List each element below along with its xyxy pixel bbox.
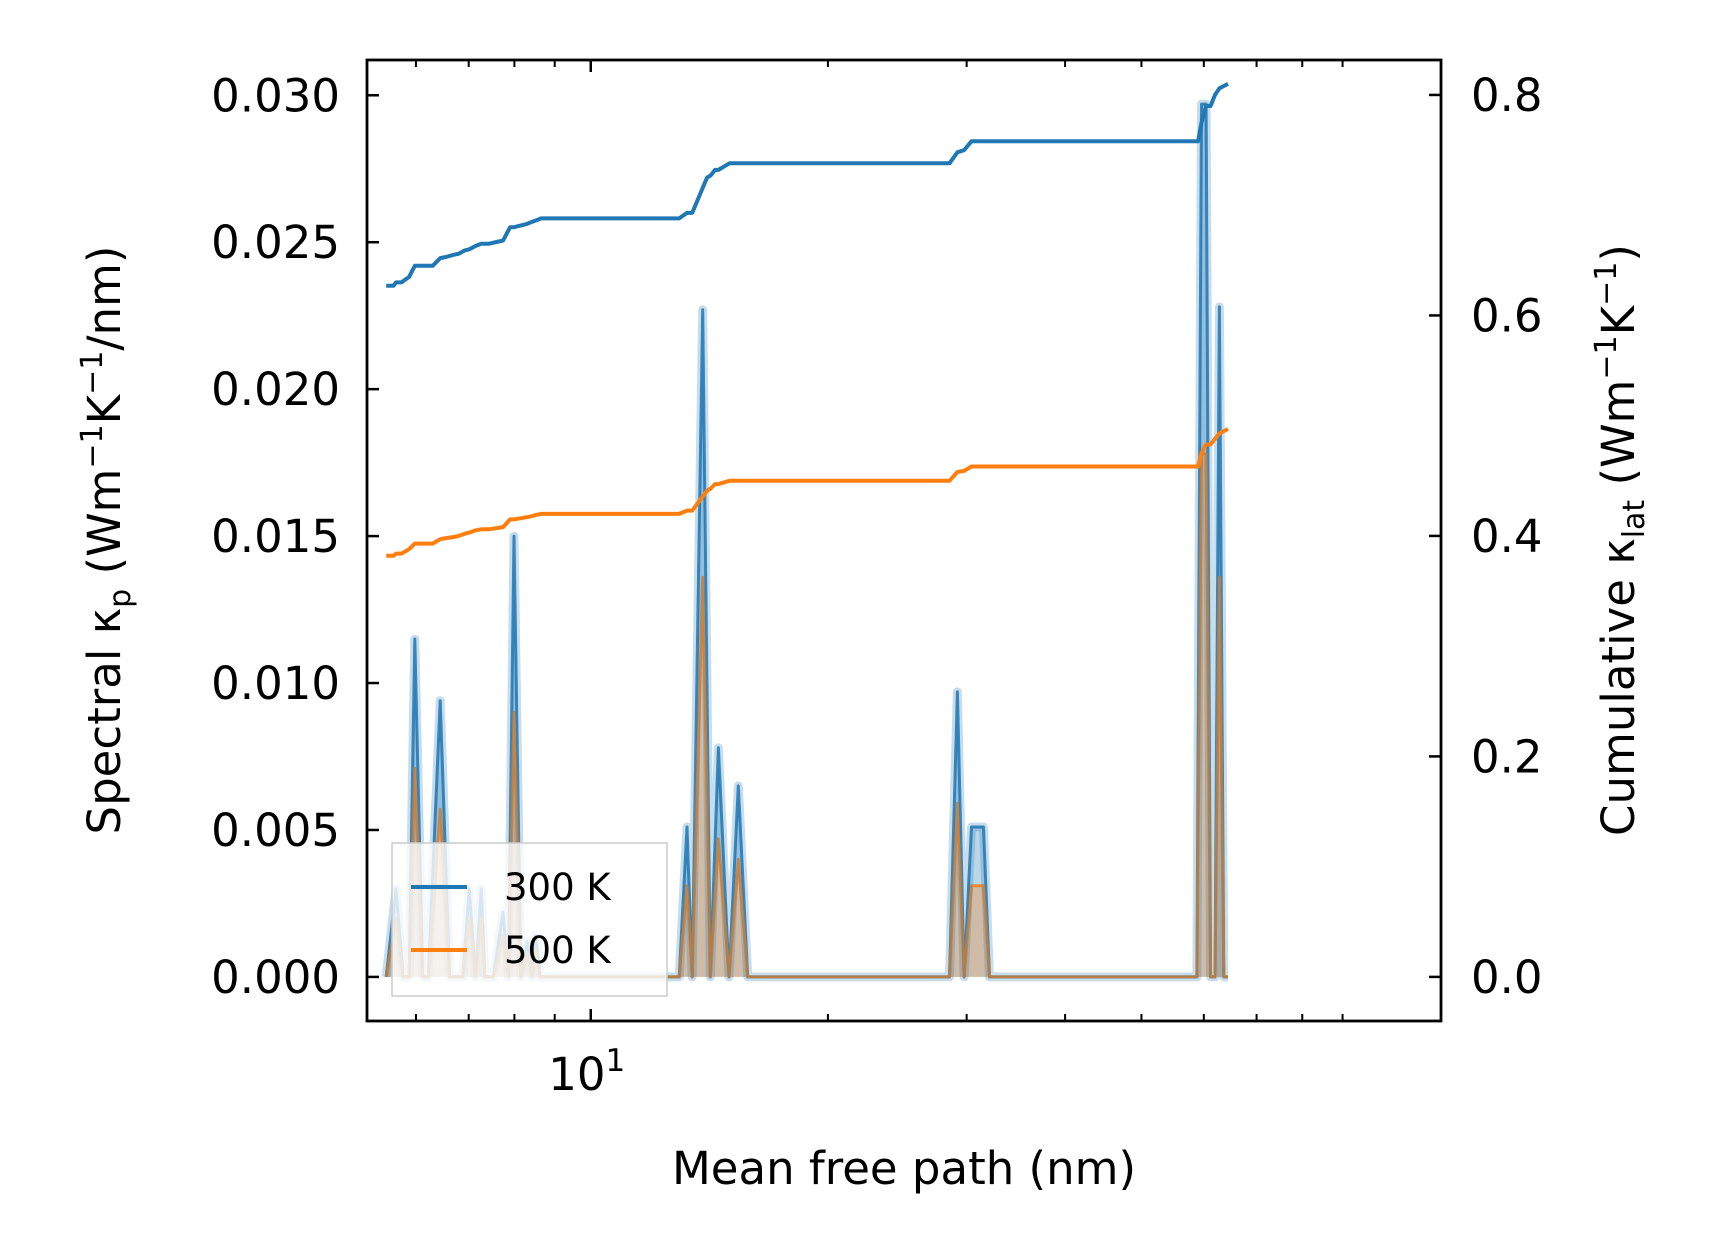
y-left-label-sup1: −1 (75, 424, 110, 468)
tick-labels: 0.000 0.005 0.010 0.015 0.020 0.025 0.030 0.0 0.… (211, 69, 1542, 1101)
y-right-tick-label: 0.4 (1471, 510, 1543, 563)
y-right-label-sup1: −1 (1589, 335, 1624, 379)
y-right-tick-label: 0.8 (1471, 69, 1543, 122)
y-left-label-prefix: Spectral κ (78, 608, 131, 835)
x-tick-label: 101 (548, 1043, 625, 1101)
cumulative-line-500k (386, 427, 1229, 558)
axis-ticks (367, 60, 1441, 1021)
y-right-tick-label: 0.2 (1471, 730, 1543, 783)
y-left-tick-label: 0.010 (211, 657, 340, 710)
y-left-label-sub: p (103, 589, 138, 608)
legend-box (391, 842, 668, 997)
y-left-tick-label: 0.005 (211, 804, 340, 857)
y-right-label-suffix: ) (1592, 244, 1645, 262)
y-left-tick-label: 0.015 (211, 510, 340, 563)
y-right-tick-label: 0.0 (1471, 951, 1543, 1004)
y-right-tick-label: 0.6 (1471, 289, 1543, 342)
legend-label-500k: 500 K (504, 929, 612, 972)
y-right-label-mid: K (1592, 304, 1645, 335)
y-left-label-mid: K (78, 393, 131, 424)
plot-frame (365, 58, 1443, 1023)
y-left-tick-label: 0.000 (211, 951, 340, 1004)
y-axis-right-label: Cumulative κlat (Wm−1K−1) (1589, 244, 1652, 836)
y-right-label-unit: (Wm (1592, 380, 1645, 500)
x-axis-label: Mean free path (nm) (672, 1142, 1136, 1195)
cumulative-line-300k (386, 82, 1229, 288)
y-left-label-sup2: −1 (75, 351, 110, 395)
y-right-label-sub: lat (1617, 500, 1652, 539)
y-right-label-sup2: −1 (1589, 262, 1624, 306)
y-left-tick-label: 0.030 (211, 69, 340, 122)
cumulative-lines (386, 82, 1229, 558)
legend-label-300k: 300 K (504, 866, 612, 909)
legend: 300 K 500 K (391, 842, 668, 997)
y-left-label-unit: (Wm (78, 469, 131, 589)
y-right-label-prefix: Cumulative κ (1592, 538, 1645, 836)
y-left-tick-label: 0.020 (211, 363, 340, 416)
y-axis-left-label: Spectral κp (Wm−1K−1/nm) (75, 246, 138, 835)
y-left-label-suffix: /nm) (78, 246, 131, 351)
y-left-tick-label: 0.025 (211, 216, 340, 269)
